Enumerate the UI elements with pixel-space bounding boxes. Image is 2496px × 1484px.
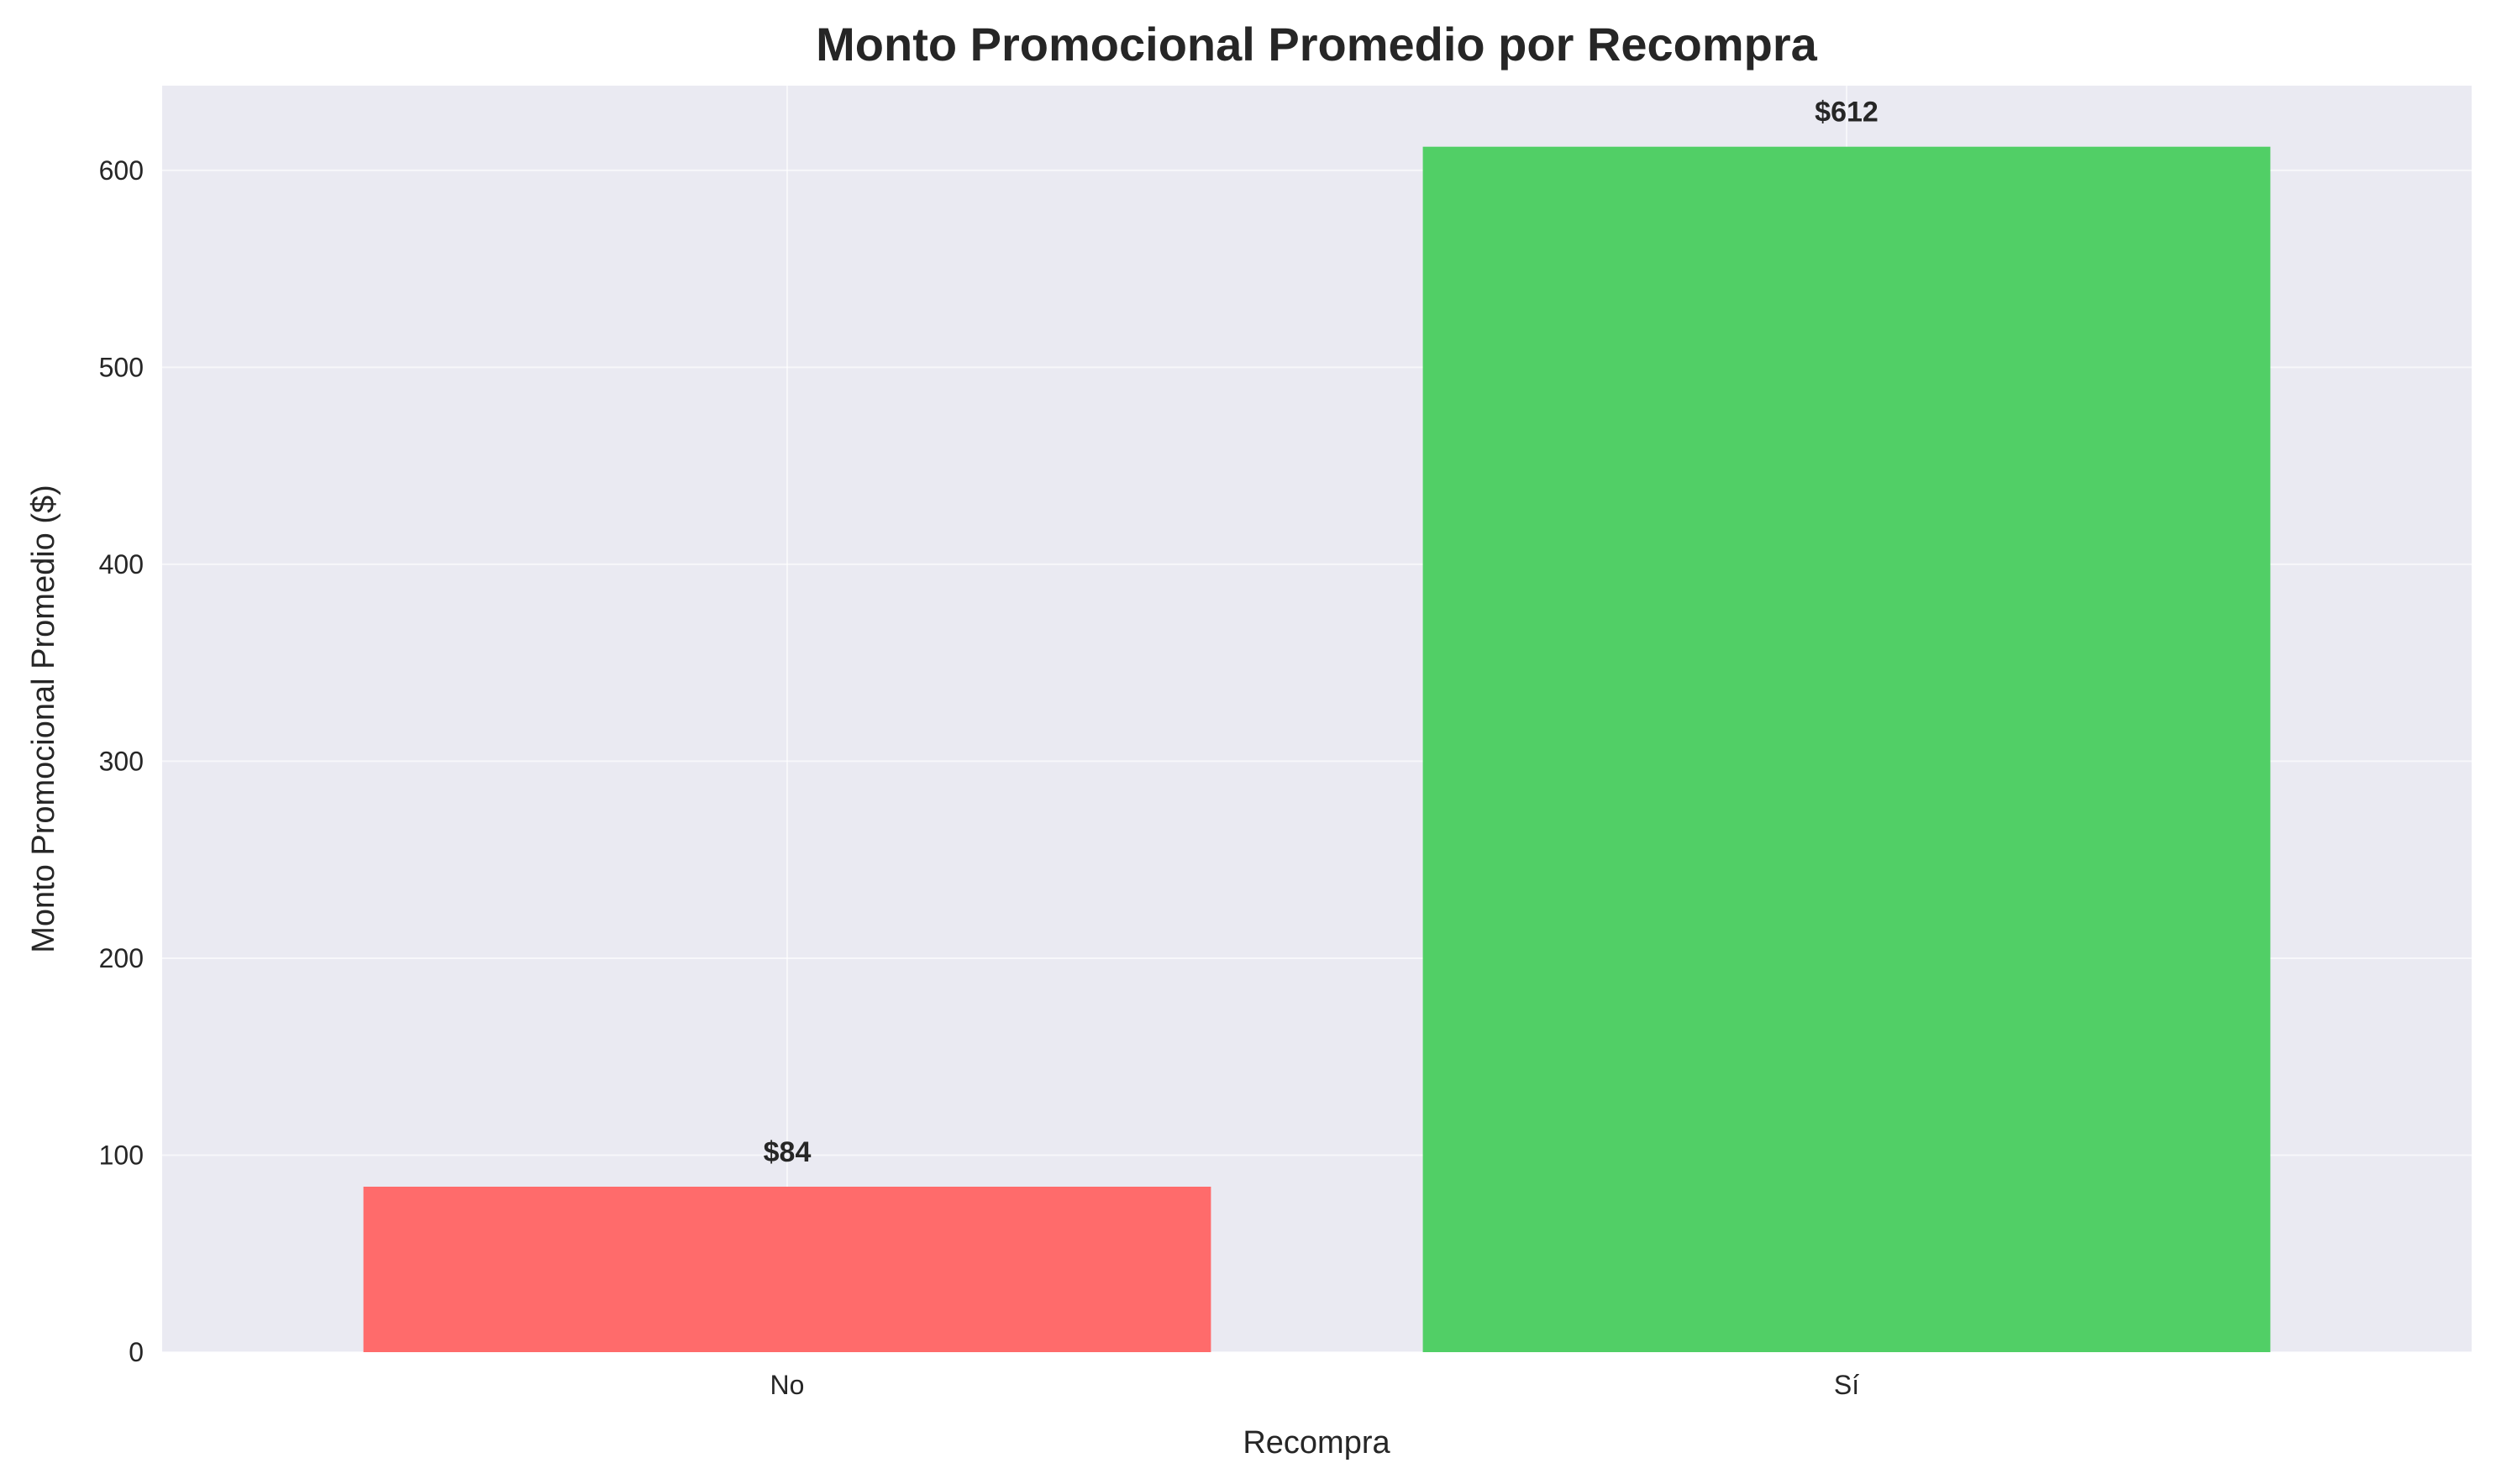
x-axis-ticks: No Sí (770, 1370, 1860, 1400)
bar-2 (1422, 146, 2271, 1352)
y-tick-label: 600 (99, 155, 144, 186)
y-axis-ticks: 0 100 200 300 400 500 600 (99, 155, 144, 1367)
x-tick-label: No (770, 1370, 805, 1400)
data-label: $84 (764, 1136, 812, 1168)
x-axis-label: Recompra (1243, 1425, 1390, 1460)
x-tick-label: Sí (1834, 1370, 1859, 1400)
y-tick-label: 500 (99, 352, 144, 382)
data-label: $612 (1815, 97, 1879, 128)
y-tick-label: 0 (129, 1337, 144, 1367)
chart-title: Monto Promocional Promedio por Recompra (816, 18, 1818, 71)
bar-1 (363, 1186, 1211, 1352)
y-tick-label: 300 (99, 746, 144, 776)
bars (363, 146, 2271, 1352)
y-tick-label: 100 (99, 1140, 144, 1170)
y-tick-label: 200 (99, 943, 144, 973)
y-tick-label: 400 (99, 549, 144, 579)
y-axis-label: Monto Promocional Promedio ($) (26, 485, 61, 953)
data-labels: $84 $612 (764, 97, 1879, 1168)
